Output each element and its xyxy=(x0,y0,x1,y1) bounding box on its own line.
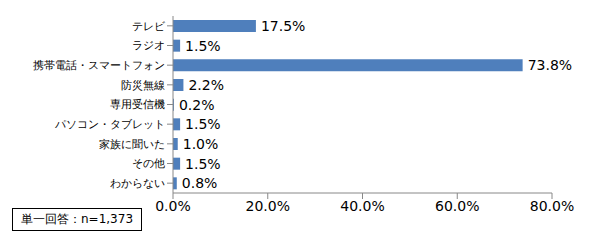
svg-text:2.2%: 2.2% xyxy=(188,77,224,93)
svg-text:テレビ: テレビ xyxy=(132,20,166,33)
svg-text:防災無線: 防災無線 xyxy=(121,79,165,92)
svg-text:ラジオ: ラジオ xyxy=(132,39,165,52)
html-text:単一回答：n=1,373: 単一回答：n=1,373 xyxy=(21,212,133,226)
svg-text:1.5%: 1.5% xyxy=(185,116,221,132)
svg-text:1.5%: 1.5% xyxy=(185,156,221,172)
svg-text:わからない: わからない xyxy=(110,177,165,190)
svg-text:0.8%: 0.8% xyxy=(182,175,218,191)
svg-text:パソコン・タブレット: パソコン・タブレット xyxy=(54,118,165,131)
svg-text:20.0%: 20.0% xyxy=(246,198,290,214)
svg-text:1.0%: 1.0% xyxy=(183,136,219,152)
svg-text:専用受信機: 専用受信機 xyxy=(110,98,165,111)
svg-text:17.5%: 17.5% xyxy=(261,18,305,34)
svg-text:60.0%: 60.0% xyxy=(435,198,479,214)
svg-text:0.2%: 0.2% xyxy=(179,97,215,113)
svg-text:家族に聞いた: 家族に聞いた xyxy=(99,138,165,151)
svg-text:73.8%: 73.8% xyxy=(528,57,572,73)
svg-text:1.5%: 1.5% xyxy=(185,38,221,54)
svg-text:40.0%: 40.0% xyxy=(340,198,384,214)
svg-text:0.0%: 0.0% xyxy=(155,198,191,214)
svg-text:携帯電話・スマートフォン: 携帯電話・スマートフォン xyxy=(33,59,165,72)
svg-text:その他: その他 xyxy=(132,157,165,170)
svg-text:80.0%: 80.0% xyxy=(530,198,574,214)
